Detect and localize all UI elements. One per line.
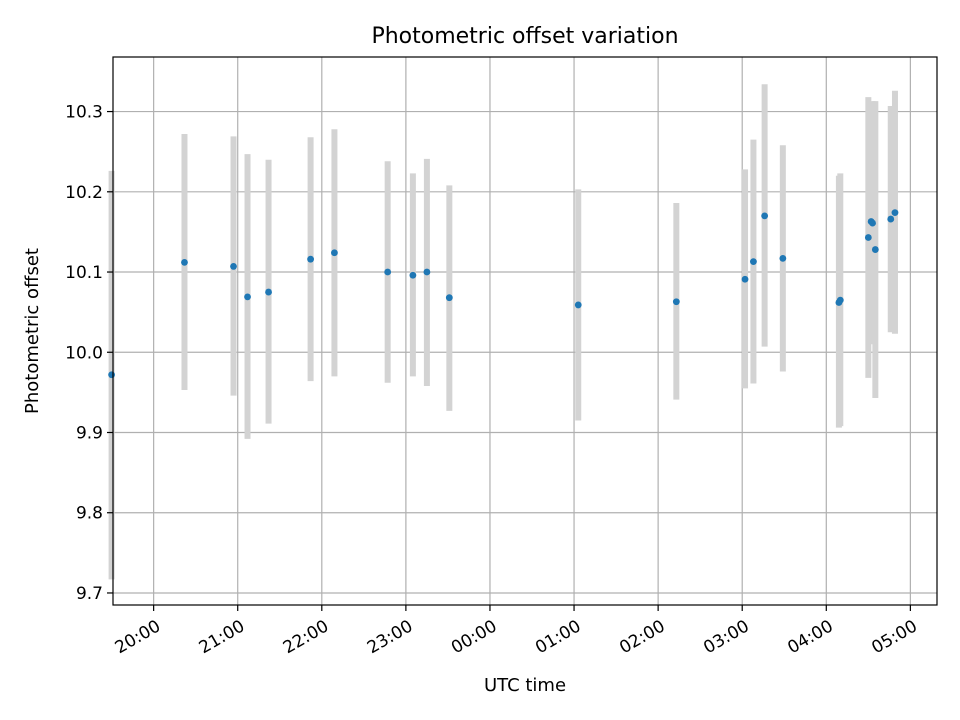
chart-title: Photometric offset variation xyxy=(371,24,678,49)
data-point xyxy=(887,215,895,223)
data-point xyxy=(869,219,876,227)
data-point xyxy=(181,258,188,266)
data-point xyxy=(331,249,338,257)
data-point xyxy=(864,234,872,241)
y-tick-label: 9.8 xyxy=(76,504,103,524)
data-point xyxy=(871,246,879,253)
grid-layer xyxy=(113,57,937,605)
x-axis-label: UTC time xyxy=(484,675,566,696)
y-tick-label: 10.2 xyxy=(65,183,103,203)
data-point xyxy=(750,258,757,265)
y-tick-label: 9.7 xyxy=(76,584,103,604)
data-point xyxy=(672,298,680,306)
y-tick-label: 9.9 xyxy=(76,423,103,443)
plot-frame xyxy=(112,56,938,606)
data-point xyxy=(891,209,899,217)
y-tick-label: 10.0 xyxy=(65,343,103,363)
data-point xyxy=(244,293,251,301)
data-point xyxy=(423,268,431,276)
data-point xyxy=(230,263,237,270)
data-point xyxy=(779,254,787,262)
point-layer xyxy=(108,209,899,379)
data-point xyxy=(574,301,582,309)
data-point xyxy=(384,268,392,276)
data-point xyxy=(265,288,272,296)
y-tick-label: 10.3 xyxy=(65,103,103,123)
data-point xyxy=(307,255,314,263)
data-point xyxy=(761,212,769,220)
data-point xyxy=(445,294,453,302)
data-point xyxy=(108,371,115,379)
data-point xyxy=(741,275,749,283)
y-axis-label: Photometric offset xyxy=(22,248,43,414)
data-point xyxy=(836,296,844,304)
data-point xyxy=(409,271,417,279)
y-tick-label: 10.1 xyxy=(65,263,103,283)
